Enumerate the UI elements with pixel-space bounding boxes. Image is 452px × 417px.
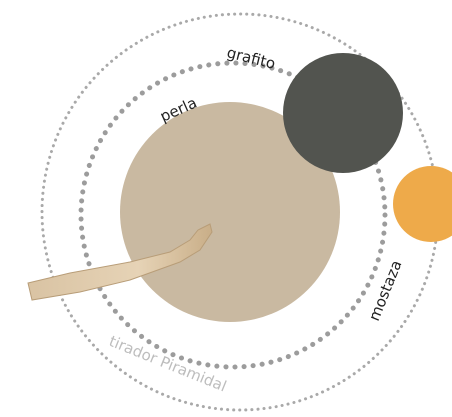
finish-label: grafito	[225, 43, 277, 72]
perla-swatch	[120, 102, 340, 322]
finish-label: mostaza	[365, 258, 406, 324]
mostaza-swatch	[393, 166, 452, 242]
product-label: tirador Piramidal	[107, 332, 230, 395]
inner-orbit	[78, 60, 388, 370]
grafito-swatch	[283, 53, 403, 173]
handle	[27, 223, 213, 301]
